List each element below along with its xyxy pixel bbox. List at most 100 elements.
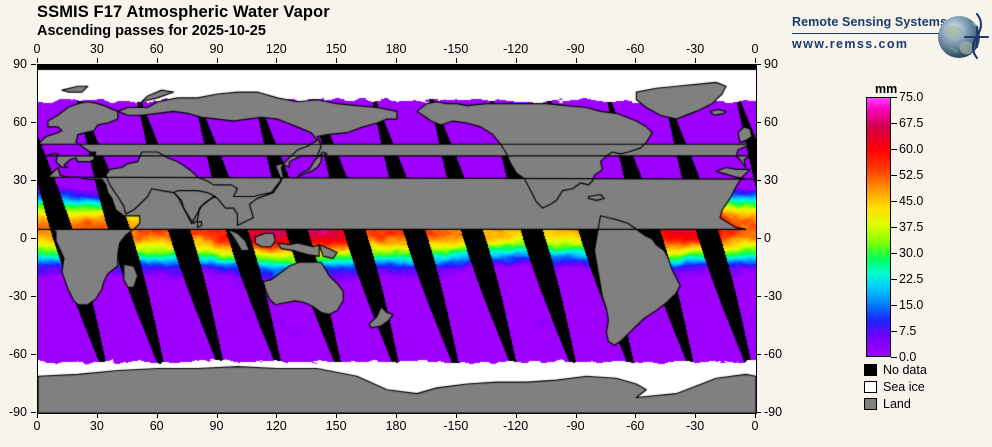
colorbar-gradient [867, 98, 890, 356]
remss-logo[interactable]: Remote Sensing Systems www.remss.com [792, 8, 992, 66]
colorbar-tick-label: 60.0 [899, 142, 924, 156]
lat-label-left: 60 [13, 115, 27, 129]
lon-label-bottom: 180 [385, 419, 407, 433]
lat-tick-right [756, 296, 761, 297]
colorbar-tick [891, 357, 897, 358]
colorbar-tick [891, 331, 897, 332]
colorbar-tick [891, 279, 897, 280]
colorbar-tick-label: 22.5 [899, 272, 924, 286]
lon-tick-top [96, 58, 98, 63]
colorbar-tick [891, 253, 897, 254]
lat-label-right: 60 [764, 115, 778, 129]
lon-tick-bottom [336, 413, 338, 418]
colorbar-tick-label: 67.5 [899, 116, 924, 130]
colorbar-tick-label: 52.5 [899, 168, 924, 182]
lon-tick-top [575, 58, 577, 63]
legend-item: Sea ice [864, 379, 927, 395]
lat-label-left: 0 [20, 231, 27, 245]
lat-tick-right [756, 238, 761, 239]
colorbar-tick [891, 305, 897, 306]
colorbar-tick-label: 15.0 [899, 298, 924, 312]
lat-label-left: -30 [8, 289, 27, 303]
lat-label-right: 30 [764, 173, 778, 187]
lat-tick-right [756, 412, 761, 413]
lon-tick-top [37, 58, 38, 63]
colorbar-unit-label: mm [875, 82, 898, 96]
lat-tick-left [31, 238, 36, 239]
lon-tick-bottom [575, 413, 577, 418]
lon-label-bottom: 60 [149, 419, 164, 433]
logo-website-url: www.remss.com [792, 37, 909, 51]
lon-tick-bottom [455, 413, 457, 418]
globe-crosshair-icon [938, 12, 990, 60]
legend-label: No data [883, 363, 927, 377]
lon-tick-bottom [276, 413, 278, 418]
lat-label-right: -60 [764, 347, 783, 361]
lat-label-right: 90 [764, 57, 778, 71]
colorbar-tick [891, 201, 897, 202]
lon-label-top: -120 [503, 42, 529, 56]
lon-tick-top [635, 58, 637, 63]
legend-label: Sea ice [883, 380, 925, 394]
legend-swatch [864, 398, 877, 410]
lon-label-bottom: 120 [265, 419, 287, 433]
lat-tick-left [31, 354, 36, 355]
lon-tick-top [755, 58, 756, 63]
lat-label-right: -90 [764, 405, 783, 419]
legend-item: Land [864, 396, 927, 412]
lon-label-bottom: -150 [443, 419, 469, 433]
legend-swatch [864, 381, 877, 393]
water-vapor-heatmap [38, 65, 756, 413]
lon-label-top: 30 [89, 42, 104, 56]
colorbar-tick [891, 175, 897, 176]
lon-label-bottom: -90 [566, 419, 585, 433]
lon-label-bottom: 0 [751, 419, 759, 433]
colorbar-tick [891, 123, 897, 124]
colorbar-tick [891, 149, 897, 150]
page-subtitle: Ascending passes for 2025-10-25 [37, 23, 266, 39]
lon-tick-top [276, 58, 278, 63]
lon-tick-top [396, 58, 397, 63]
lon-label-top: 0 [33, 42, 41, 56]
lat-label-right: -30 [764, 289, 783, 303]
colorbar[interactable] [866, 97, 891, 357]
legend-swatch [864, 364, 877, 376]
colorbar-tick-label: 37.5 [899, 220, 924, 234]
lon-label-bottom: 90 [209, 419, 224, 433]
lon-tick-bottom [695, 413, 697, 418]
legend-item: No data [864, 362, 927, 378]
lon-tick-top [216, 58, 218, 63]
lon-label-top: 150 [325, 42, 347, 56]
lon-label-top: 0 [751, 42, 759, 56]
colorbar-tick-label: 7.5 [899, 324, 917, 338]
lon-tick-bottom [515, 413, 517, 418]
lat-tick-right [756, 64, 761, 65]
lat-label-left: 90 [13, 57, 27, 71]
lon-label-bottom: -30 [686, 419, 705, 433]
colorbar-tick [891, 97, 897, 98]
lon-label-bottom: -60 [626, 419, 645, 433]
lon-tick-top [515, 58, 517, 63]
lon-label-bottom: -120 [503, 419, 529, 433]
lat-tick-left [31, 296, 36, 297]
colorbar-tick-label: 45.0 [899, 194, 924, 208]
logo-divider [792, 33, 942, 34]
logo-organization-name: Remote Sensing Systems [792, 15, 948, 29]
lon-label-top: 90 [209, 42, 224, 56]
lat-label-right: 0 [764, 231, 771, 245]
lat-label-left: 30 [13, 173, 27, 187]
lon-tick-bottom [156, 413, 158, 418]
lon-tick-top [156, 58, 158, 63]
lon-tick-bottom [755, 413, 756, 418]
lon-tick-bottom [396, 413, 397, 418]
lon-label-top: 180 [385, 42, 407, 56]
lon-label-bottom: 0 [33, 419, 41, 433]
lon-label-top: 120 [265, 42, 287, 56]
map-plot-area[interactable] [37, 64, 757, 414]
lon-tick-bottom [96, 413, 98, 418]
lon-label-top: -30 [686, 42, 705, 56]
lon-label-top: -90 [566, 42, 585, 56]
lat-label-left: -90 [8, 405, 27, 419]
lon-label-top: -60 [626, 42, 645, 56]
